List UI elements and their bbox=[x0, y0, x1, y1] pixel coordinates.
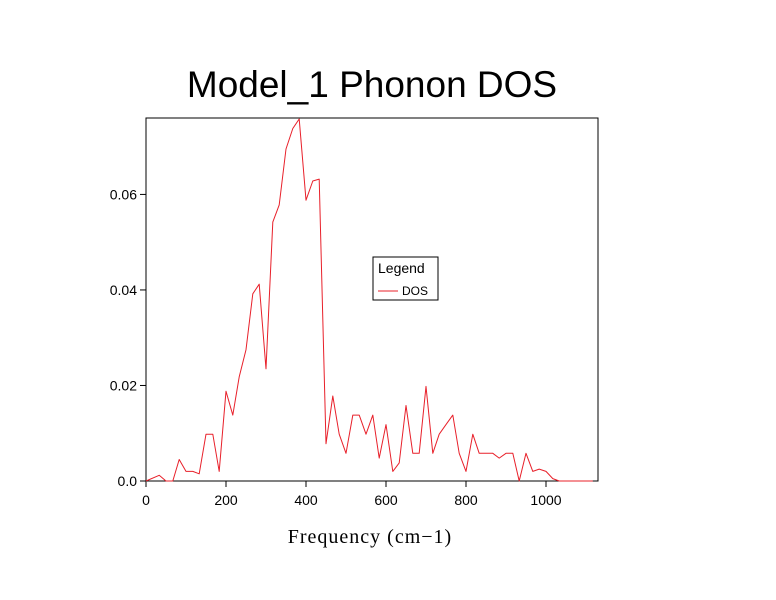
y-tick-label: 0.0 bbox=[118, 473, 138, 489]
x-tick-label: 200 bbox=[214, 492, 238, 508]
legend-box bbox=[372, 256, 439, 301]
series-line-dos bbox=[145, 118, 593, 482]
x-tick-label: 600 bbox=[374, 492, 398, 508]
x-tick-label: 400 bbox=[294, 492, 318, 508]
y-tick-label: 0.06 bbox=[110, 186, 137, 202]
x-axis: 0 200 400 600 800 1000 bbox=[142, 481, 562, 508]
x-tick-label: 1000 bbox=[530, 492, 561, 508]
legend-title: Legend bbox=[378, 260, 425, 276]
y-axis: 0.0 0.02 0.04 0.06 bbox=[110, 186, 146, 489]
plot-frame bbox=[145, 117, 599, 482]
y-tick-label: 0.02 bbox=[110, 377, 137, 393]
legend-label-dos: DOS bbox=[402, 284, 428, 298]
x-axis-label: Frequency (cm−1) bbox=[288, 526, 452, 548]
x-tick-label: 0 bbox=[142, 492, 150, 508]
x-tick-label: 800 bbox=[454, 492, 478, 508]
series-layer bbox=[145, 118, 593, 482]
y-tick-label: 0.04 bbox=[110, 282, 137, 298]
legend: Legend DOS bbox=[372, 256, 439, 301]
chart-title: Model_1 Phonon DOS bbox=[187, 64, 557, 105]
